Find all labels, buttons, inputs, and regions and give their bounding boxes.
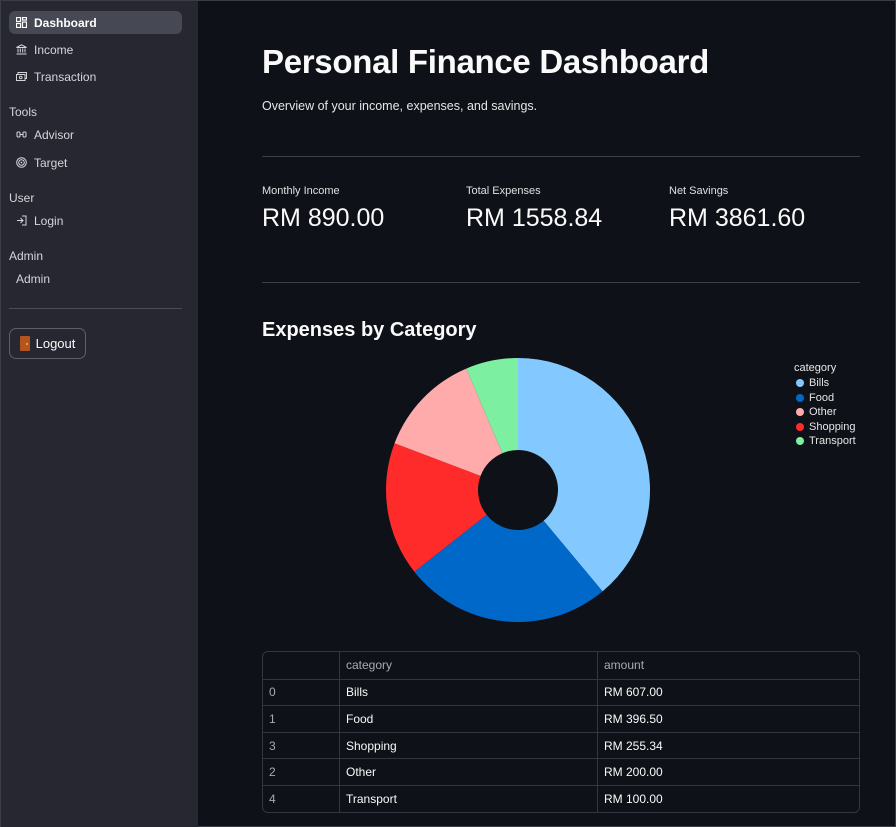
row-amount: RM 255.34 bbox=[597, 732, 859, 759]
page-subtitle: Overview of your income, expenses, and s… bbox=[262, 99, 538, 113]
nav-dashboard-label: Dashboard bbox=[34, 15, 97, 30]
row-index: 3 bbox=[269, 738, 276, 753]
sidebar-divider bbox=[9, 308, 182, 309]
row-amount: RM 100.00 bbox=[597, 785, 859, 812]
table-header-row: category amount bbox=[263, 652, 859, 679]
metric-value: RM 1558.84 bbox=[466, 204, 603, 232]
nav-transaction-label: Transaction bbox=[34, 69, 97, 84]
legend-dot bbox=[796, 393, 804, 402]
sidebar: Dashboard Income Transaction Tools Advis… bbox=[1, 1, 198, 827]
legend-title: category bbox=[794, 362, 837, 374]
nav-transaction[interactable]: Transaction bbox=[9, 65, 182, 88]
metric-value: RM 3861.60 bbox=[669, 204, 806, 232]
pie-slice-bills[interactable] bbox=[518, 358, 650, 592]
section-user: User bbox=[9, 191, 35, 205]
nav-income-label: Income bbox=[34, 42, 74, 57]
row-index: 0 bbox=[269, 685, 276, 700]
nav-target-label: Target bbox=[34, 155, 68, 170]
pie-slice-shopping[interactable] bbox=[386, 443, 487, 572]
section-tools: Tools bbox=[9, 105, 38, 119]
nav-admin[interactable]: Admin bbox=[9, 267, 182, 290]
legend-item-food[interactable]: Food bbox=[794, 391, 856, 406]
advisor-icon bbox=[16, 129, 27, 140]
target-icon bbox=[16, 157, 27, 168]
row-amount: RM 396.50 bbox=[597, 706, 859, 732]
metric-total-expenses: Total Expenses RM 1558.84 bbox=[466, 185, 602, 233]
header-category[interactable]: category bbox=[339, 652, 597, 679]
metric-net-savings: Net Savings RM 3861.60 bbox=[669, 185, 805, 233]
row-index: 1 bbox=[269, 711, 276, 726]
row-category: Shopping bbox=[339, 732, 597, 759]
legend-dot bbox=[796, 437, 804, 446]
logout-button[interactable]: Logout bbox=[9, 328, 86, 359]
legend-item-bills[interactable]: Bills bbox=[794, 376, 856, 391]
expenses-donut-chart bbox=[386, 358, 650, 622]
header-index[interactable] bbox=[263, 652, 339, 679]
table-row[interactable]: 2 Other RM 200.00 bbox=[263, 758, 859, 785]
divider-top bbox=[262, 156, 860, 157]
row-category: Transport bbox=[339, 785, 597, 812]
legend-item-other[interactable]: Other bbox=[794, 405, 856, 420]
login-icon bbox=[16, 215, 27, 226]
metric-label: Net Savings bbox=[669, 185, 729, 197]
legend-dot bbox=[796, 422, 804, 431]
dashboard-icon bbox=[16, 17, 27, 28]
nav-income[interactable]: Income bbox=[9, 38, 182, 61]
table-row[interactable]: 3 Shopping RM 255.34 bbox=[263, 731, 859, 759]
door-icon bbox=[19, 336, 30, 351]
nav-dashboard[interactable]: Dashboard bbox=[9, 11, 182, 34]
chart-legend: category Bills Food Other Shopping Transport bbox=[794, 362, 856, 449]
row-category: Other bbox=[339, 759, 597, 785]
nav-advisor[interactable]: Advisor bbox=[9, 123, 182, 146]
expenses-table: category amount 0 Bills RM 607.00 1 Food… bbox=[262, 651, 860, 813]
metric-monthly-income: Monthly Income RM 890.00 bbox=[262, 185, 384, 233]
legend-dot bbox=[796, 379, 804, 388]
nav-target[interactable]: Target bbox=[9, 151, 182, 174]
metric-label: Total Expenses bbox=[466, 185, 541, 197]
legend-label: Transport bbox=[809, 435, 856, 448]
legend-label: Other bbox=[809, 406, 837, 419]
logout-label: Logout bbox=[35, 336, 76, 351]
legend-label: Shopping bbox=[809, 420, 856, 433]
row-category: Bills bbox=[339, 679, 597, 706]
row-index: 4 bbox=[269, 791, 276, 806]
legend-label: Bills bbox=[809, 377, 830, 390]
row-amount: RM 607.00 bbox=[597, 679, 859, 706]
pie-slice-other[interactable] bbox=[394, 368, 503, 476]
table-row[interactable]: 0 Bills RM 607.00 bbox=[263, 678, 859, 706]
bank-icon bbox=[16, 44, 27, 55]
chart-title: Expenses by Category bbox=[262, 319, 477, 341]
metric-value: RM 890.00 bbox=[262, 204, 385, 232]
row-category: Food bbox=[339, 706, 597, 732]
pie-slice-transport[interactable] bbox=[466, 358, 518, 454]
legend-item-transport[interactable]: Transport bbox=[794, 434, 856, 449]
row-amount: RM 200.00 bbox=[597, 759, 859, 785]
divider-middle bbox=[262, 282, 860, 283]
legend-label: Food bbox=[809, 391, 835, 404]
cash-icon bbox=[16, 71, 27, 82]
nav-login[interactable]: Login bbox=[9, 209, 182, 232]
section-admin: Admin bbox=[9, 249, 44, 263]
page-title: Personal Finance Dashboard bbox=[262, 43, 709, 80]
nav-admin-label: Admin bbox=[16, 271, 51, 286]
row-index: 2 bbox=[269, 765, 276, 780]
header-amount[interactable]: amount bbox=[597, 652, 859, 679]
pie-slice-food[interactable] bbox=[414, 514, 603, 622]
metric-label: Monthly Income bbox=[262, 185, 340, 197]
legend-item-shopping[interactable]: Shopping bbox=[794, 420, 856, 435]
legend-dot bbox=[796, 408, 804, 417]
table-row[interactable]: 1 Food RM 396.50 bbox=[263, 705, 859, 732]
nav-login-label: Login bbox=[34, 213, 64, 228]
nav-advisor-label: Advisor bbox=[34, 127, 75, 142]
table-row[interactable]: 4 Transport RM 100.00 bbox=[263, 784, 859, 812]
